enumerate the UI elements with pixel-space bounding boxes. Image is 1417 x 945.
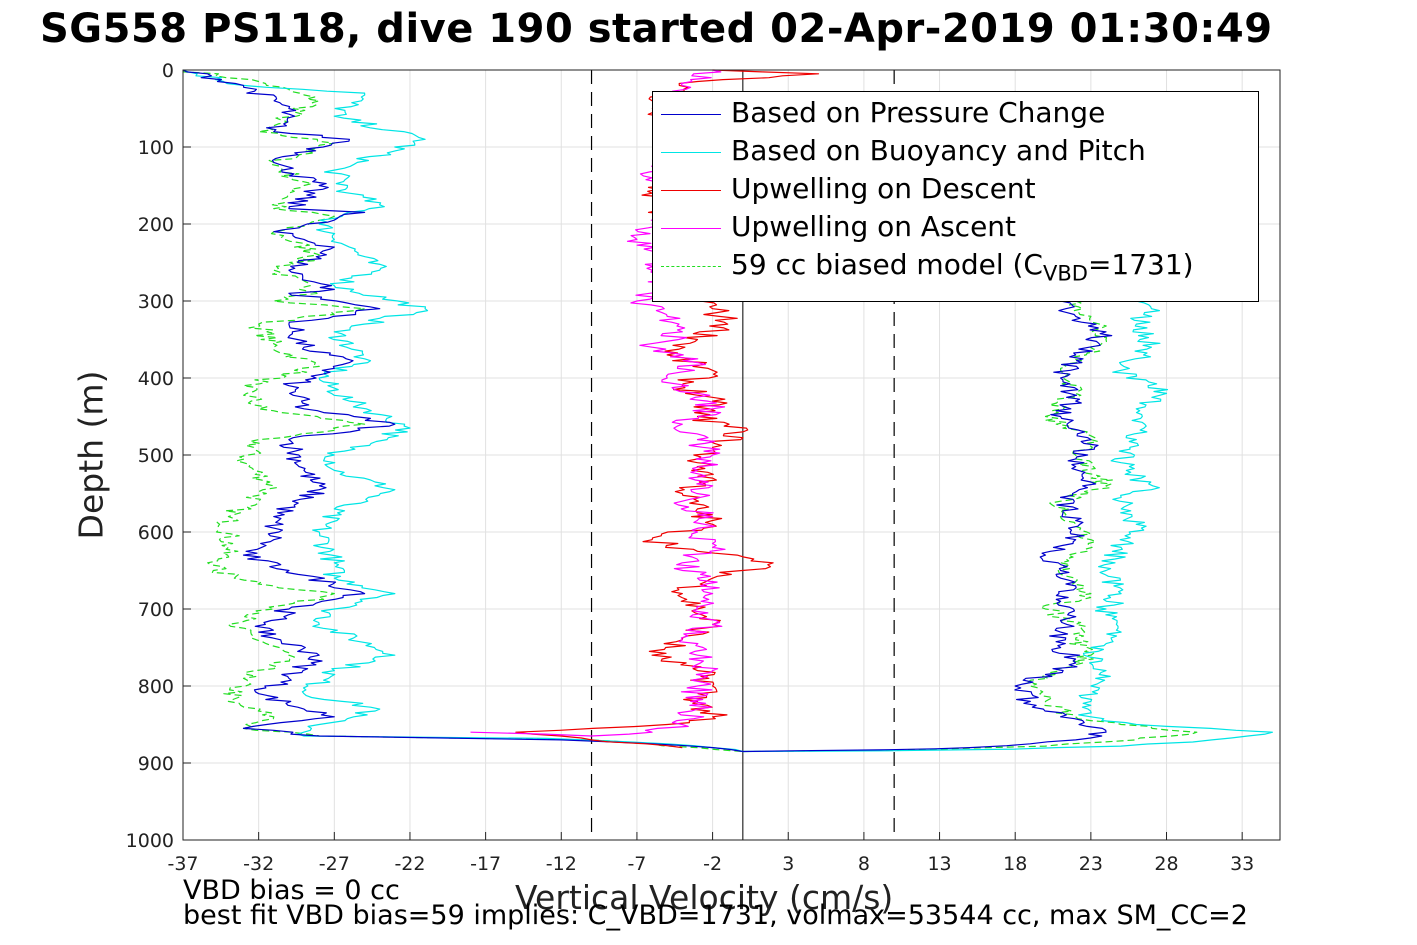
- x-tick-label: 18: [1003, 853, 1027, 875]
- x-tick-label: 33: [1230, 853, 1254, 875]
- x-axis-label: Vertical Velocity (cm/s): [515, 878, 894, 917]
- series-line-1-descent: [182, 69, 743, 753]
- series-line-1-ascent: [742, 300, 1273, 753]
- y-axis-label: Depth (m): [71, 370, 111, 540]
- y-tick-label: 600: [138, 522, 174, 544]
- legend-item-model: 59 cc biased model (CVBD=1731): [661, 248, 1251, 286]
- legend-item-pressure: Based on Pressure Change: [661, 96, 1251, 132]
- legend-item-buoyancy: Based on Buoyancy and Pitch: [661, 134, 1251, 170]
- y-tick-label: 200: [138, 214, 174, 236]
- legend: Based on Pressure Change Based on Buoyan…: [652, 91, 1259, 302]
- x-tick-label: -7: [627, 853, 646, 875]
- x-tick-label: -22: [394, 853, 425, 875]
- legend-swatch-descent: [661, 190, 721, 191]
- y-tick-label: 300: [138, 291, 174, 313]
- y-tick-label: 100: [138, 137, 174, 159]
- legend-item-descent: Upwelling on Descent: [661, 172, 1251, 208]
- series-line-4-descent: [182, 69, 743, 753]
- x-tick-label: -32: [243, 853, 274, 875]
- footer-line-1: VBD bias = 0 cc: [183, 875, 400, 906]
- y-tick-label: 700: [138, 599, 174, 621]
- x-tick-label: -37: [167, 853, 198, 875]
- y-tick-label: 800: [138, 676, 174, 698]
- x-tick-label: -17: [470, 853, 501, 875]
- footer-line-2: best fit VBD bias=59 implies: C_VBD=1731…: [183, 900, 1248, 931]
- x-tick-label: 28: [1154, 853, 1178, 875]
- x-axis-ticks: -37 -32 -27 -22 -17 -12 -7 -2 3 8 13 18 23 28 33: [167, 832, 1254, 875]
- legend-label-pressure: Based on Pressure Change: [731, 96, 1106, 129]
- legend-label-descent: Upwelling on Descent: [731, 172, 1036, 205]
- series-line-4-ascent: [742, 300, 1198, 753]
- y-tick-label: 400: [138, 368, 174, 390]
- y-tick-label: 900: [138, 753, 174, 775]
- legend-label-model: 59 cc biased model (CVBD=1731): [731, 248, 1194, 286]
- x-tick-label: -12: [546, 853, 577, 875]
- legend-swatch-model: [661, 266, 721, 267]
- y-tick-label: 1000: [126, 830, 174, 852]
- legend-label-model-sub: VBD: [1042, 261, 1088, 286]
- legend-label-buoyancy: Based on Buoyancy and Pitch: [731, 134, 1146, 167]
- x-tick-label: 13: [927, 853, 951, 875]
- series-line-0-descent: [182, 69, 743, 753]
- x-tick-label: 23: [1079, 853, 1103, 875]
- x-tick-label: -27: [319, 853, 350, 875]
- series-line-0-ascent: [742, 300, 1113, 753]
- x-tick-label: -2: [703, 853, 722, 875]
- legend-swatch-ascent: [661, 228, 721, 229]
- legend-label-model-tail: =1731): [1087, 248, 1194, 281]
- legend-item-ascent: Upwelling on Ascent: [661, 210, 1251, 246]
- legend-label-ascent: Upwelling on Ascent: [731, 210, 1017, 243]
- x-tick-label: 8: [858, 853, 870, 875]
- chart-title: SG558 PS118, dive 190 started 02-Apr-201…: [40, 6, 1273, 52]
- y-axis-ticks: 0 100 200 300 400 500 600 700 800 900 1000: [126, 60, 191, 852]
- y-tick-label: 500: [138, 445, 174, 467]
- legend-swatch-buoyancy: [661, 152, 721, 153]
- legend-swatch-pressure: [661, 114, 721, 115]
- y-tick-label: 0: [162, 60, 174, 82]
- x-tick-label: 3: [782, 853, 794, 875]
- legend-label-model-main: 59 cc biased model (C: [731, 248, 1043, 281]
